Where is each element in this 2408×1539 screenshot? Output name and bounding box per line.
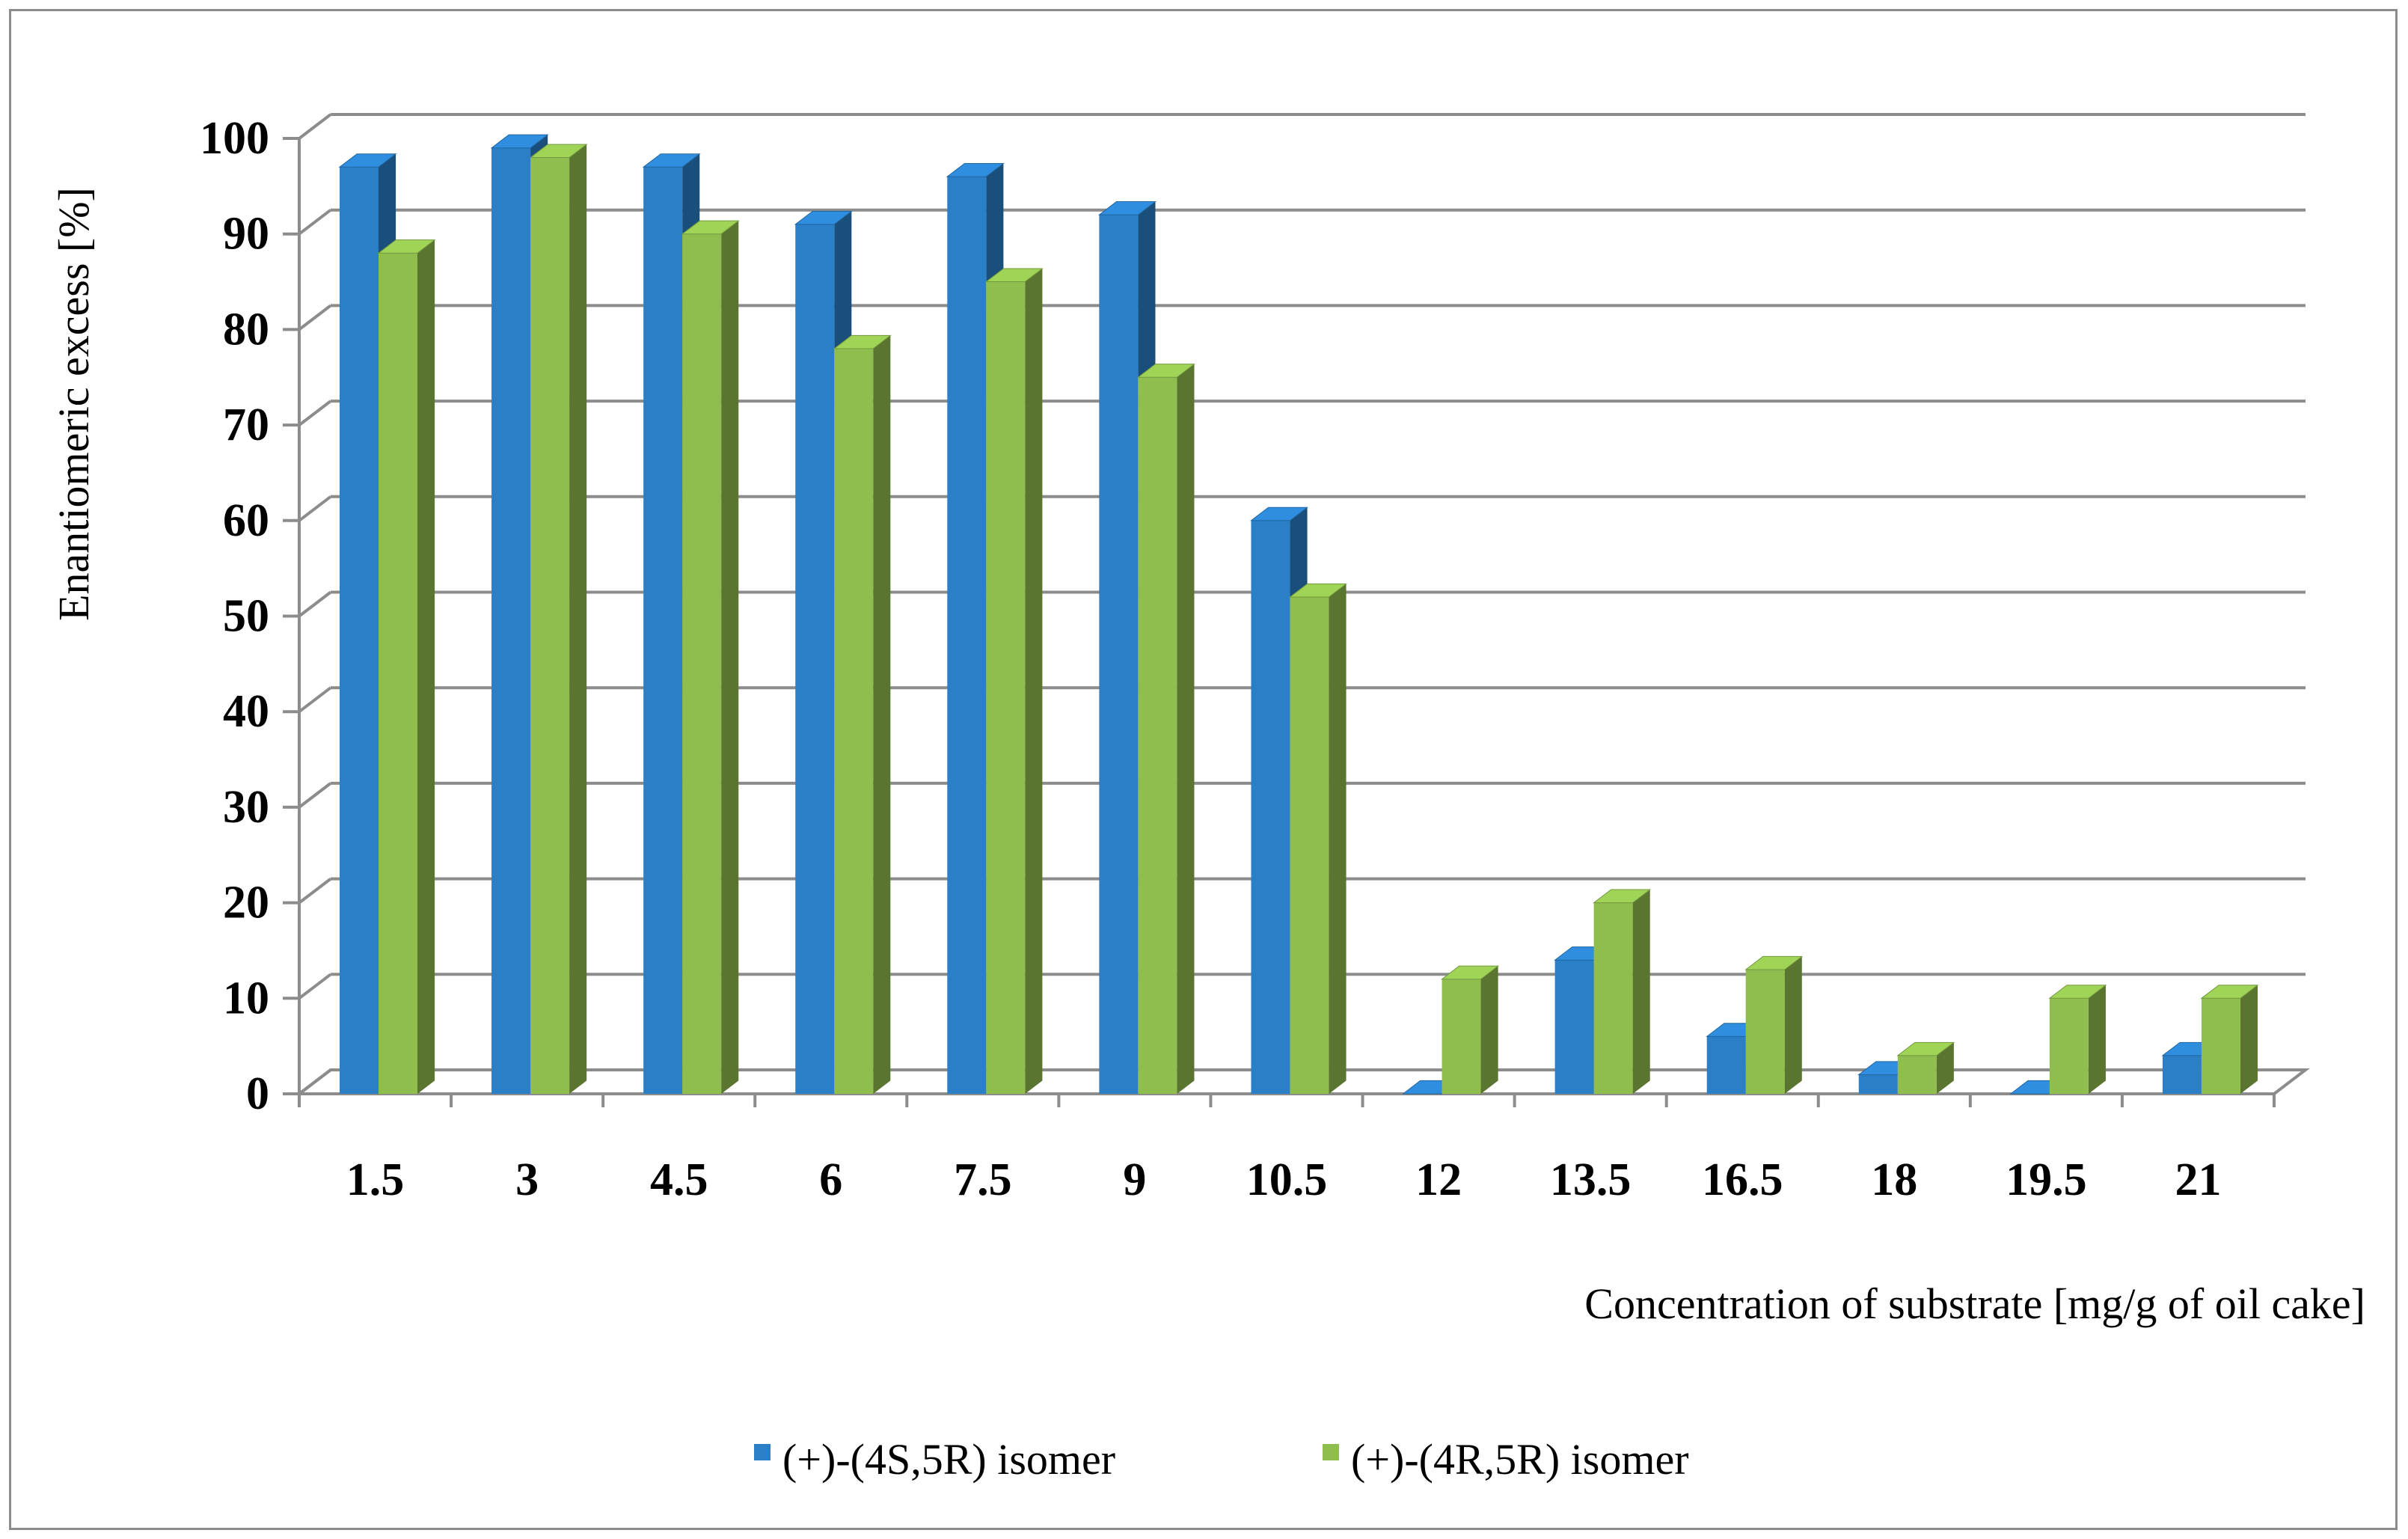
y-axis-title: Enantiomeric excess [%] xyxy=(49,187,98,621)
bar-s2-18 xyxy=(1896,1041,1955,1094)
x-tick-label: 9 xyxy=(1123,1154,1146,1205)
x-tick-label: 6 xyxy=(819,1154,842,1205)
chart-frame xyxy=(9,9,2398,1530)
y-tick-label: 50 xyxy=(223,591,269,642)
gridline-depth xyxy=(298,878,332,905)
x-tick-label: 13.5 xyxy=(1550,1154,1632,1205)
bar-s2-12 xyxy=(1441,965,1500,1094)
legend-swatch-series-2 xyxy=(1323,1444,1339,1460)
x-tick-label: 21 xyxy=(2175,1154,2221,1205)
legend-swatch-series-1 xyxy=(754,1444,771,1460)
x-tick-label: 1.5 xyxy=(346,1154,405,1205)
x-tick-label: 10.5 xyxy=(1246,1154,1328,1205)
legend-label-series-2: (+)-(4R,5R) isomer xyxy=(1351,1435,1689,1484)
y-tick-label: 80 xyxy=(223,304,269,355)
bar-s2-10.5 xyxy=(1288,583,1348,1094)
x-tick-label: 7.5 xyxy=(954,1154,1012,1205)
gridline-depth xyxy=(298,113,332,140)
y-tick-label: 10 xyxy=(223,973,269,1024)
gridline-depth xyxy=(298,400,332,426)
y-tick-label: 30 xyxy=(223,782,269,833)
y-tick-label: 60 xyxy=(223,495,269,546)
bar-s2-6 xyxy=(833,334,892,1095)
x-tick-label: 3 xyxy=(515,1154,539,1205)
y-axis-ticks: 0 10 20 30 40 50 60 70 80 90 100 xyxy=(200,113,269,1119)
gridline-depth xyxy=(298,686,332,713)
gridline-depth xyxy=(298,495,332,522)
gridline-depth xyxy=(298,782,332,809)
x-tick-label: 18 xyxy=(1871,1154,1917,1205)
gridline-depth xyxy=(298,209,332,236)
legend-label-series-1: (+)-(4S,5R) isomer xyxy=(782,1435,1115,1484)
x-tick-label: 19.5 xyxy=(2006,1154,2087,1205)
x-axis-title: Concentration of substrate [mg/g of oil … xyxy=(1584,1279,2365,1328)
x-tick-label: 16.5 xyxy=(1702,1154,1783,1205)
gridline-depth xyxy=(298,304,332,331)
x-tick-label: 4.5 xyxy=(650,1154,708,1205)
bar-s2-1.5 xyxy=(377,239,436,1094)
y-tick-label: 20 xyxy=(223,878,269,928)
bars xyxy=(338,134,2259,1095)
bar-s2-21 xyxy=(2200,985,2259,1094)
y-tick-label: 90 xyxy=(223,209,269,260)
y-tick-label: 100 xyxy=(200,113,269,164)
y-tick-label: 40 xyxy=(223,686,269,737)
bar-s2-9 xyxy=(1136,364,1195,1094)
bar-s2-7.5 xyxy=(984,268,1044,1095)
x-axis-ticks: 1.5 3 4.5 6 7.5 9 10.5 12 13.5 16.5 18 19.5 21 xyxy=(346,1154,2222,1205)
legend: (+)-(4S,5R) isomer (+)-(4R,5R) isomer xyxy=(754,1435,1689,1484)
gridline-depth xyxy=(298,590,332,618)
bar-s2-3 xyxy=(529,144,588,1095)
bar-s2-19.5 xyxy=(2048,985,2107,1094)
x-tick-label: 12 xyxy=(1415,1154,1462,1205)
bar-s2-4.5 xyxy=(681,220,740,1095)
y-tick-label: 0 xyxy=(246,1068,269,1119)
bar-s2-16.5 xyxy=(1744,955,1804,1094)
y-tick-label: 70 xyxy=(223,400,269,450)
bar-s2-13.5 xyxy=(1593,889,1652,1094)
gridline-depth xyxy=(298,973,332,1000)
